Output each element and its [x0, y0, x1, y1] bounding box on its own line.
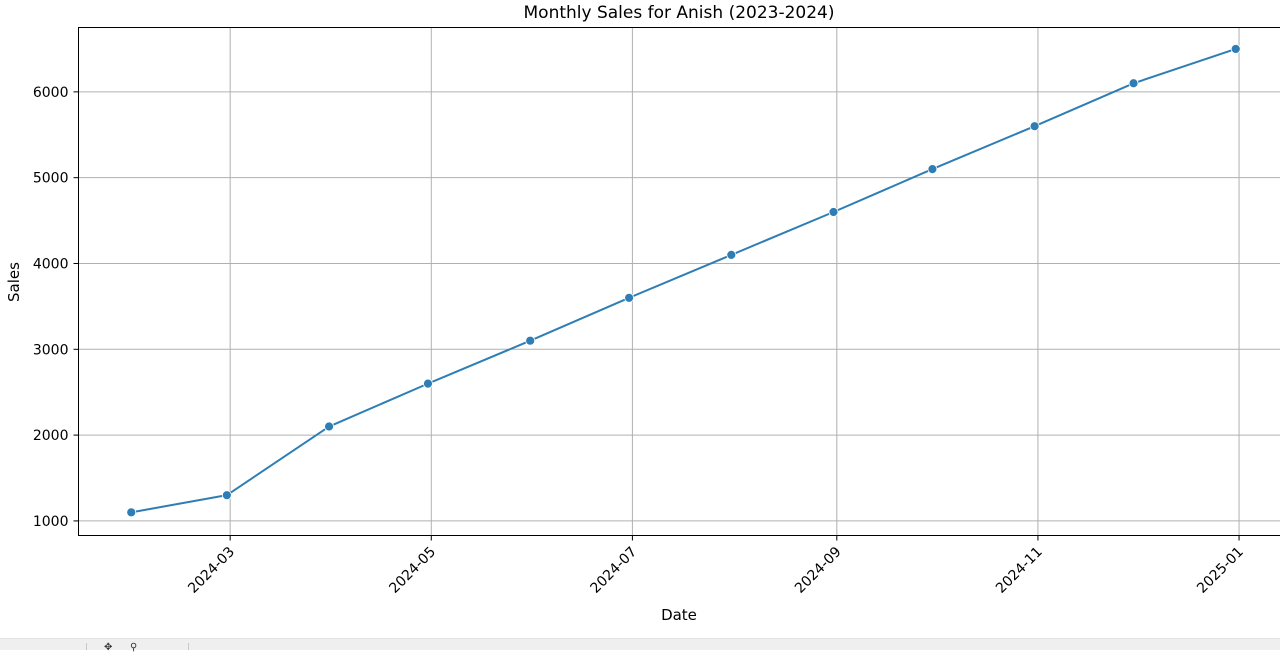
axis-ticks: 1000 2000 3000 4000 5000 6000 2024-03 2024-05 20… [33, 85, 1247, 597]
y-tick-label: 6000 [33, 85, 69, 101]
y-tick-label: 1000 [33, 514, 69, 530]
grid [79, 28, 1280, 536]
y-axis-label: Sales [5, 262, 23, 302]
zoom-icon[interactable]: ⚲ [130, 643, 137, 653]
data-point [829, 207, 838, 216]
data-point [1129, 79, 1138, 88]
y-tick-label: 4000 [33, 256, 69, 272]
series [127, 44, 1240, 516]
x-tick-label: 2024-11 [993, 544, 1046, 597]
x-tick-label: 2024-03 [185, 544, 238, 597]
y-tick-label: 5000 [33, 171, 69, 187]
data-point [127, 508, 136, 517]
chart-title: Monthly Sales for Anish (2023-2024) [524, 3, 835, 23]
x-tick-label: 2025-01 [1194, 544, 1247, 597]
data-point [1030, 122, 1039, 131]
data-point [325, 422, 334, 431]
x-tick-label: 2024-05 [386, 544, 439, 597]
x-tick-label: 2024-07 [588, 544, 641, 597]
y-tick-label: 3000 [33, 342, 69, 358]
pan-icon[interactable]: ✥ [104, 643, 112, 653]
series-line [131, 49, 1235, 512]
x-axis-label: Date [661, 606, 697, 624]
data-point [423, 379, 432, 388]
figure-toolbar: ✥ ⚲ [0, 638, 1280, 650]
data-point [928, 165, 937, 174]
data-point [727, 250, 736, 259]
data-point [526, 336, 535, 345]
x-tick-label: 2024-09 [792, 544, 845, 597]
line-chart: Monthly Sales for Anish (2023-2024) 1000… [0, 0, 1280, 638]
plot-frame [79, 28, 1280, 536]
y-tick-label: 2000 [33, 428, 69, 444]
data-point [625, 293, 634, 302]
data-point [1231, 44, 1240, 53]
data-point [222, 491, 231, 500]
